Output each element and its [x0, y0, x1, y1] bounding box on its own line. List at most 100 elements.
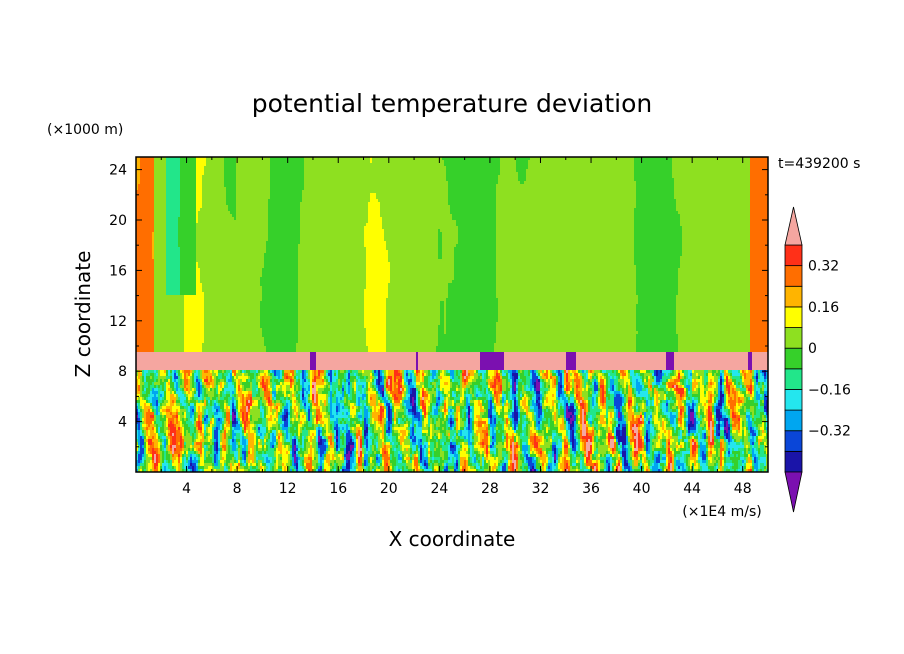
contour-cell	[460, 406, 464, 409]
contour-cell	[472, 388, 474, 391]
contour-cell	[242, 382, 250, 385]
contour-cell	[652, 391, 654, 394]
contour-cell	[140, 394, 142, 397]
contour-cell	[268, 223, 300, 226]
contour-cell	[172, 406, 180, 409]
contour-cell	[730, 385, 734, 388]
contour-cell	[266, 406, 268, 409]
contour-cell	[674, 388, 676, 391]
contour-cell	[440, 304, 444, 307]
contour-cell	[676, 415, 678, 418]
contour-cell	[722, 409, 724, 412]
contour-cell	[184, 331, 204, 334]
contour-cell	[276, 409, 278, 412]
contour-cell	[628, 409, 632, 412]
contour-cell	[444, 415, 446, 418]
contour-cell	[530, 400, 532, 403]
contour-cell	[160, 385, 162, 388]
contour-cell	[750, 343, 768, 346]
contour-cell	[712, 379, 714, 382]
contour-cell	[672, 169, 750, 172]
contour-cell	[506, 385, 508, 388]
contour-cell	[734, 382, 736, 385]
contour-cell	[544, 415, 552, 418]
contour-cell	[634, 397, 636, 400]
contour-cell	[646, 409, 648, 412]
contour-cell	[600, 397, 602, 400]
contour-cell	[370, 400, 376, 403]
contour-cell	[634, 394, 636, 397]
contour-cell	[720, 379, 722, 382]
contour-cell	[138, 379, 140, 382]
contour-cell	[682, 238, 750, 241]
contour-cell	[266, 388, 268, 391]
contour-cell	[716, 403, 718, 406]
contour-cell	[542, 400, 544, 403]
contour-cell	[312, 412, 314, 415]
contour-cell	[754, 382, 756, 385]
contour-cell	[384, 379, 386, 382]
contour-cell	[186, 418, 188, 421]
contour-cell	[536, 382, 540, 385]
contour-cell	[244, 418, 246, 421]
contour-cell	[494, 400, 496, 403]
contour-cell	[466, 382, 468, 385]
contour-cell	[174, 391, 176, 394]
contour-cell	[340, 388, 342, 391]
contour-cell	[472, 415, 474, 418]
contour-cell	[248, 373, 254, 376]
contour-cell	[544, 409, 546, 412]
contour-cell	[278, 406, 280, 409]
contour-cell	[544, 403, 552, 406]
contour-cell	[650, 397, 652, 400]
contour-cell	[156, 379, 158, 382]
contour-cell	[204, 304, 260, 307]
contour-cell	[186, 391, 188, 394]
contour-cell	[144, 397, 146, 400]
contour-cell	[156, 400, 158, 403]
contour-cell	[184, 388, 186, 391]
contour-cell	[546, 370, 548, 373]
contour-cell	[398, 397, 402, 400]
contour-cell	[136, 388, 138, 391]
contour-cell	[422, 370, 424, 373]
contour-cell	[372, 157, 442, 160]
contour-cell	[388, 370, 394, 373]
contour-cell	[158, 406, 160, 409]
contour-cell	[596, 373, 598, 376]
contour-cell	[136, 331, 154, 334]
contour-cell	[614, 403, 622, 406]
contour-cell	[458, 376, 460, 379]
contour-cell	[444, 373, 446, 376]
contour-cell	[530, 397, 532, 400]
contour-cell	[204, 337, 264, 340]
contour-cell	[302, 193, 370, 196]
contour-cell	[306, 412, 308, 415]
contour-cell	[672, 175, 750, 178]
contour-cell	[524, 409, 526, 412]
contour-cell	[222, 376, 226, 379]
contour-cell	[366, 406, 368, 409]
contour-cell	[428, 370, 430, 373]
contour-cell	[750, 340, 768, 343]
contour-cell	[164, 397, 166, 400]
contour-cell	[686, 388, 688, 391]
contour-cell	[386, 337, 438, 340]
contour-cell	[566, 397, 568, 400]
contour-cell	[266, 385, 268, 388]
contour-cell	[234, 388, 236, 391]
contour-cell	[418, 367, 480, 370]
contour-cell	[682, 415, 684, 418]
contour-cell	[534, 391, 536, 394]
contour-cell	[406, 388, 408, 391]
contour-cell	[136, 205, 154, 208]
contour-cell	[228, 208, 236, 211]
contour-cell	[240, 412, 242, 415]
contour-cell	[682, 400, 684, 403]
contour-cell	[202, 343, 264, 346]
contour-cell	[294, 379, 296, 382]
contour-cell	[592, 415, 596, 418]
contour-cell	[536, 403, 538, 406]
contour-cell	[574, 397, 576, 400]
contour-cell	[608, 379, 610, 382]
